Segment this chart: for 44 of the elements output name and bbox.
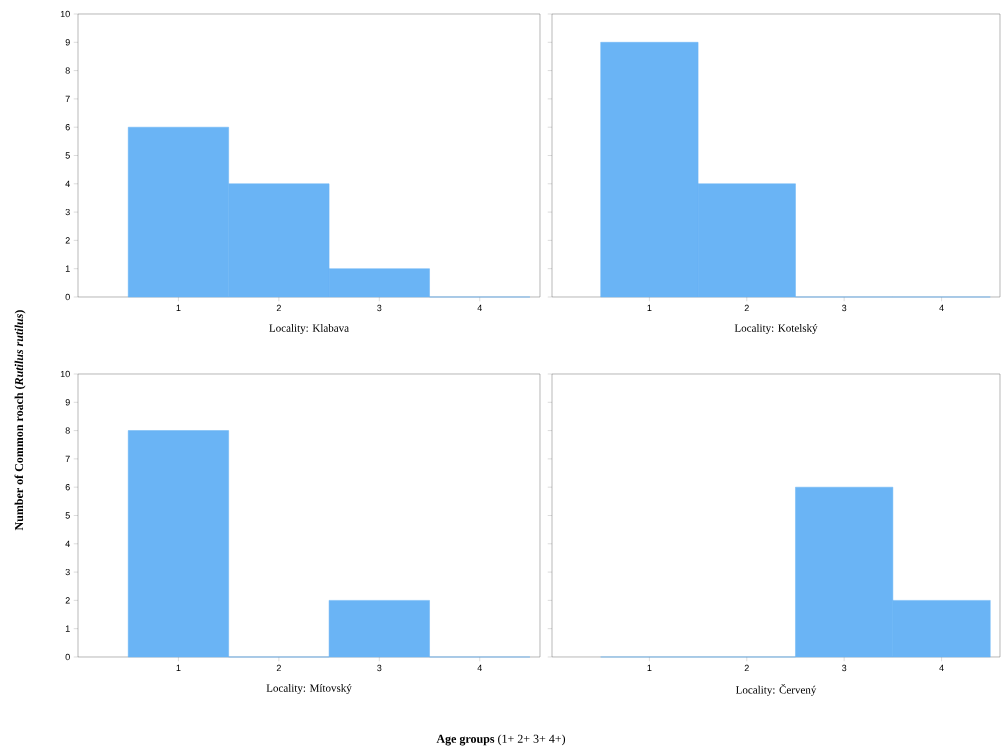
- x-tick-label: 1: [647, 304, 652, 311]
- x-tick-label: 2: [276, 664, 281, 672]
- y-tick-label: 9: [65, 399, 70, 406]
- x-tick-label: 3: [842, 664, 847, 672]
- x-tick-label: 4: [939, 664, 944, 671]
- x-axis-title: Locality: Klabava: [269, 324, 349, 335]
- y-tick-label: 5: [65, 152, 70, 159]
- y-tick-label: 8: [65, 67, 70, 74]
- y-tick-label: 2: [65, 597, 70, 604]
- y-tick-label: 5: [65, 512, 70, 519]
- x-tick-label: 2: [744, 304, 749, 312]
- y-tick-label: 8: [65, 427, 70, 434]
- y-tick-label: 2: [65, 237, 70, 244]
- x-axis-title: Locality: Mítovský: [266, 684, 352, 695]
- x-tick-label: 4: [939, 304, 944, 311]
- y-tick-label: 7: [65, 95, 70, 102]
- x-tick-label: 4: [477, 664, 482, 671]
- y-tick-label: 10: [60, 370, 70, 378]
- x-tick-label: 1: [176, 664, 181, 671]
- y-tick-label: 6: [65, 484, 70, 491]
- y-tick-label: 4: [65, 540, 70, 547]
- y-tick-label: 4: [65, 180, 70, 187]
- y-tick-label: 10: [60, 10, 70, 18]
- y-tick-label: 6: [65, 124, 70, 131]
- x-tick-label: 3: [377, 304, 382, 312]
- y-tick-label: 1: [65, 625, 70, 632]
- y-tick-label: 3: [65, 568, 70, 576]
- y-tick-label: 3: [65, 208, 70, 216]
- x-tick-label: 3: [842, 304, 847, 312]
- x-tick-label: 1: [176, 304, 181, 311]
- y-tick-label: 0: [65, 293, 70, 301]
- text: Number of Common roach (Rutilus rutilus): [14, 310, 26, 531]
- text: Age groups (1+ 2+ 3+ 4+): [436, 734, 566, 746]
- y-tick-label: 9: [65, 39, 70, 46]
- x-tick-label: 4: [477, 304, 482, 311]
- y-tick-label: 1: [65, 265, 70, 272]
- x-axis-title: Locality: Červený: [736, 684, 817, 696]
- x-tick-label: 1: [647, 664, 652, 671]
- x-tick-label: 2: [744, 664, 749, 672]
- y-tick-label: 7: [65, 455, 70, 462]
- x-tick-label: 3: [377, 664, 382, 672]
- y-tick-label: 0: [65, 653, 70, 661]
- x-tick-label: 2: [276, 304, 281, 312]
- x-axis-title: Locality: Kotelský: [734, 324, 818, 335]
